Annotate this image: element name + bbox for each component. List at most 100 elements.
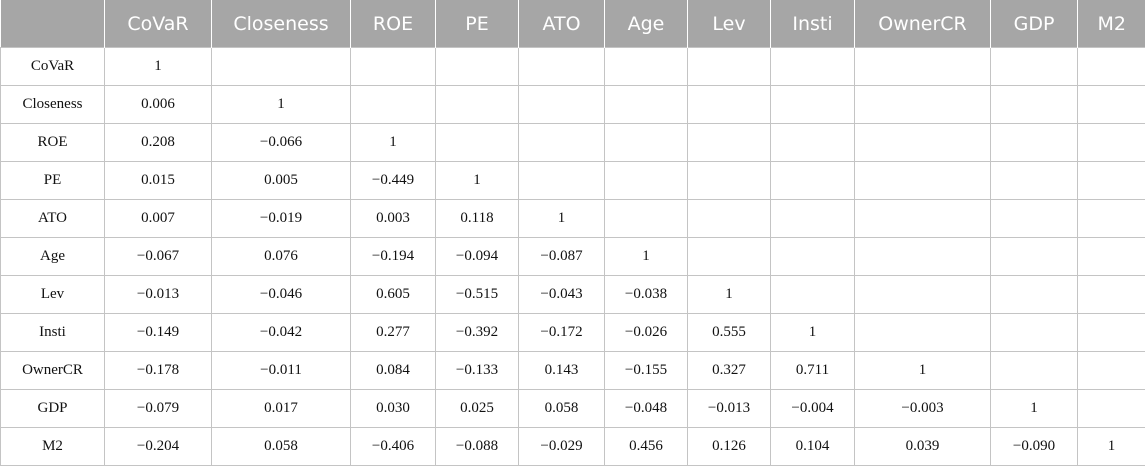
table-cell xyxy=(990,161,1078,200)
table-cell: 1 xyxy=(350,123,436,162)
table-cell: 0.025 xyxy=(435,389,519,428)
header-corner-cell xyxy=(0,0,105,48)
table-cell xyxy=(854,199,991,238)
table-cell: 1 xyxy=(211,85,351,124)
column-header: ROE xyxy=(350,0,436,48)
row-label: Age xyxy=(0,237,105,276)
table-cell: −0.172 xyxy=(518,313,605,352)
table-cell xyxy=(990,237,1078,276)
table-cell: −0.155 xyxy=(604,351,688,390)
table-cell xyxy=(435,85,519,124)
table-cell xyxy=(1077,351,1145,390)
table-cell: 0.327 xyxy=(687,351,771,390)
table-cell: −0.066 xyxy=(211,123,351,162)
table-cell: −0.043 xyxy=(518,275,605,314)
table-body: CoVaR 1 Closeness 0.006 1 ROE 0.208 −0.066 1 PE 0.… xyxy=(0,47,1145,466)
table-cell: −0.011 xyxy=(211,351,351,390)
table-header: CoVaR Closeness ROE PE ATO Age Lev Insti OwnerCR… xyxy=(0,0,1145,48)
table-cell xyxy=(990,351,1078,390)
table-cell xyxy=(211,47,351,86)
table-cell xyxy=(604,85,688,124)
table-cell: 1 xyxy=(104,47,212,86)
table-cell xyxy=(854,161,991,200)
table-cell: −0.026 xyxy=(604,313,688,352)
table-cell: −0.019 xyxy=(211,199,351,238)
table-cell: 0.711 xyxy=(770,351,855,390)
table-row: GDP −0.079 0.017 0.030 0.025 0.058 −0.048 −0.01… xyxy=(0,389,1145,428)
table-cell xyxy=(518,123,605,162)
row-label: Closeness xyxy=(0,85,105,124)
table-cell xyxy=(854,47,991,86)
table-cell xyxy=(350,47,436,86)
table-cell: −0.087 xyxy=(518,237,605,276)
table-cell: −0.048 xyxy=(604,389,688,428)
column-header: CoVaR xyxy=(104,0,212,48)
table-cell: 0.015 xyxy=(104,161,212,200)
table-row: CoVaR 1 xyxy=(0,47,1145,86)
table-cell xyxy=(770,85,855,124)
table-cell xyxy=(770,275,855,314)
table-cell xyxy=(854,123,991,162)
table-cell xyxy=(1077,85,1145,124)
table-cell xyxy=(854,237,991,276)
table-cell xyxy=(770,161,855,200)
table-cell xyxy=(990,47,1078,86)
table-cell xyxy=(518,47,605,86)
column-header: M2 xyxy=(1077,0,1145,48)
table-cell xyxy=(990,199,1078,238)
row-label: M2 xyxy=(0,427,105,466)
table-cell: −0.013 xyxy=(104,275,212,314)
table-cell xyxy=(604,47,688,86)
table-row: Age −0.067 0.076 −0.194 −0.094 −0.087 1 xyxy=(0,237,1145,276)
table-cell xyxy=(1077,275,1145,314)
table-cell: 1 xyxy=(854,351,991,390)
table-cell: −0.029 xyxy=(518,427,605,466)
table-cell xyxy=(990,85,1078,124)
row-label: ATO xyxy=(0,199,105,238)
row-label: Lev xyxy=(0,275,105,314)
table-cell xyxy=(1077,161,1145,200)
table-cell: 0.076 xyxy=(211,237,351,276)
table-row: Lev −0.013 −0.046 0.605 −0.515 −0.043 −0.038 1 xyxy=(0,275,1145,314)
table-row: M2 −0.204 0.058 −0.406 −0.088 −0.029 0.456 0.12… xyxy=(0,427,1145,466)
table-cell: −0.003 xyxy=(854,389,991,428)
table-cell: −0.090 xyxy=(990,427,1078,466)
table-cell xyxy=(350,85,436,124)
table-row: OwnerCR −0.178 −0.011 0.084 −0.133 0.143 −0.15… xyxy=(0,351,1145,390)
table-cell xyxy=(854,275,991,314)
table-cell: −0.094 xyxy=(435,237,519,276)
table-row: Closeness 0.006 1 xyxy=(0,85,1145,124)
table-cell xyxy=(435,47,519,86)
table-cell: 1 xyxy=(687,275,771,314)
column-header: ATO xyxy=(518,0,605,48)
table-cell: 0.006 xyxy=(104,85,212,124)
table-cell: 0.605 xyxy=(350,275,436,314)
table-cell: 0.104 xyxy=(770,427,855,466)
table-row: PE 0.015 0.005 −0.449 1 xyxy=(0,161,1145,200)
table-cell xyxy=(1077,199,1145,238)
table-cell xyxy=(990,313,1078,352)
row-label: Insti xyxy=(0,313,105,352)
table-cell: −0.046 xyxy=(211,275,351,314)
table-cell xyxy=(1077,313,1145,352)
table-row: Insti −0.149 −0.042 0.277 −0.392 −0.172 −0.026… xyxy=(0,313,1145,352)
table-cell: −0.178 xyxy=(104,351,212,390)
column-header: Closeness xyxy=(211,0,351,48)
table-cell: 1 xyxy=(990,389,1078,428)
table-cell xyxy=(770,47,855,86)
table-cell: −0.515 xyxy=(435,275,519,314)
table-row: ROE 0.208 −0.066 1 xyxy=(0,123,1145,162)
table-cell xyxy=(770,123,855,162)
row-label: PE xyxy=(0,161,105,200)
table-cell: −0.204 xyxy=(104,427,212,466)
table-cell xyxy=(604,199,688,238)
column-header: PE xyxy=(435,0,519,48)
table-cell xyxy=(687,161,771,200)
table-cell: −0.079 xyxy=(104,389,212,428)
row-label: GDP xyxy=(0,389,105,428)
table-cell: 0.030 xyxy=(350,389,436,428)
table-cell: −0.194 xyxy=(350,237,436,276)
table-cell: −0.449 xyxy=(350,161,436,200)
table-cell: −0.013 xyxy=(687,389,771,428)
